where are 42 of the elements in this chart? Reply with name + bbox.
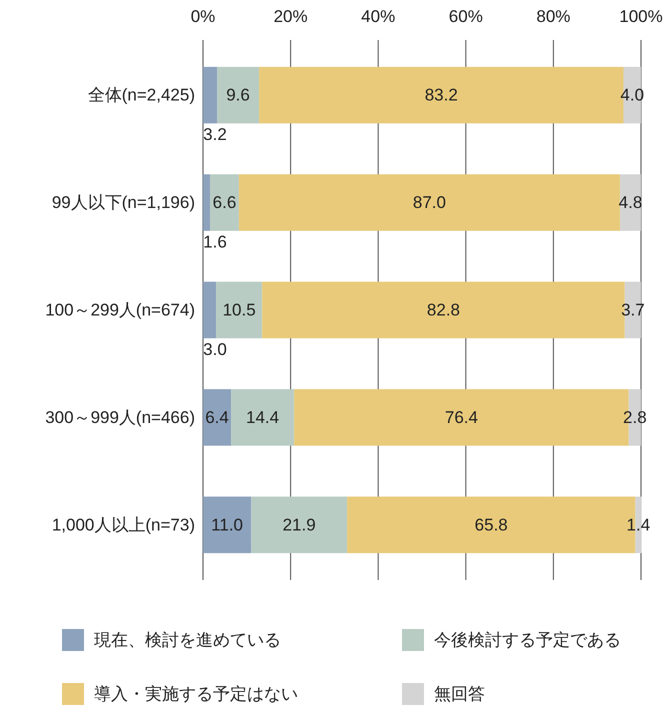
bar — [231, 389, 294, 446]
data-label: 6.6 — [212, 193, 236, 212]
y-tick-label: 100～299人(n=674) — [45, 300, 195, 320]
bar — [217, 66, 260, 124]
y-tick-label: 99人以下(n=1,196) — [52, 193, 195, 212]
bar — [210, 174, 239, 231]
data-label: 1.4 — [626, 515, 650, 534]
data-label: 3.0 — [203, 340, 227, 359]
data-label: 10.5 — [222, 300, 256, 320]
data-label: 83.2 — [424, 86, 458, 105]
x-tick-label: 60% — [448, 7, 483, 26]
legend-label: 導入・実施する予定はない — [94, 684, 298, 704]
legend-label: 現在、検討を進めている — [94, 630, 281, 650]
data-label: 76.4 — [444, 408, 478, 427]
data-label: 9.6 — [226, 86, 250, 105]
data-label: 11.0 — [211, 515, 244, 534]
legend-label: 今後検討する予定である — [434, 630, 621, 650]
data-label: 6.4 — [205, 408, 229, 427]
x-tick-label: 20% — [274, 7, 308, 26]
data-label: 65.8 — [474, 515, 508, 534]
data-label: 3.2 — [203, 124, 227, 144]
data-label: 87.0 — [412, 193, 446, 212]
bar — [238, 174, 620, 231]
x-tick-label: 40% — [361, 7, 396, 26]
legend-label: 無回答 — [434, 684, 485, 704]
data-label: 82.8 — [426, 300, 460, 320]
y-tick-label: 300～999人(n=466) — [45, 408, 195, 427]
bar — [203, 282, 216, 338]
data-label: 1.6 — [203, 232, 227, 252]
bar — [203, 66, 218, 124]
x-tick-label: 80% — [536, 7, 570, 26]
data-label: 14.4 — [246, 408, 280, 427]
bar — [203, 389, 232, 446]
data-label: 21.9 — [282, 515, 316, 534]
bar — [251, 496, 348, 554]
bar — [203, 496, 252, 554]
bar — [203, 174, 210, 231]
x-tick-label: 100% — [619, 7, 663, 26]
y-tick-label: 全体(n=2,425) — [88, 86, 195, 105]
y-tick-label: 1,000人以上(n=73) — [52, 515, 195, 534]
x-tick-label: 0% — [190, 7, 216, 26]
bar — [216, 282, 262, 338]
